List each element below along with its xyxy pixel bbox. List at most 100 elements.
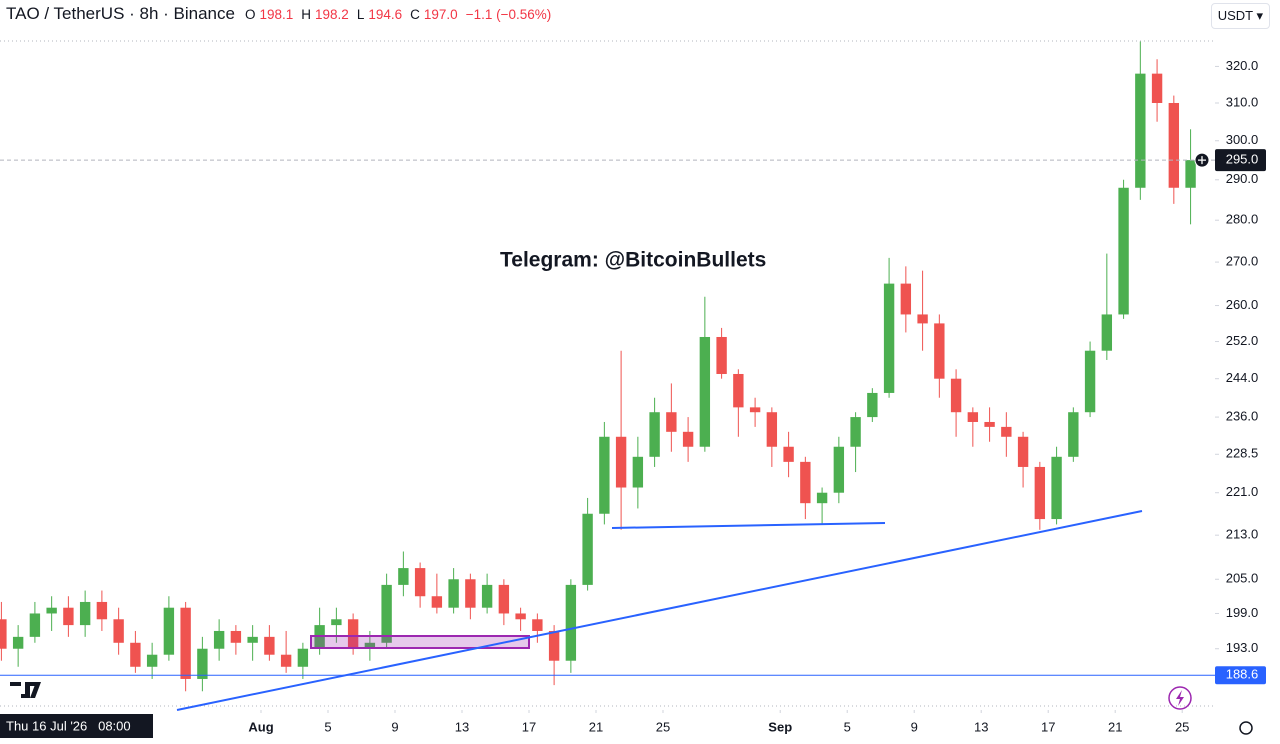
x-tick-label: 5 <box>844 719 851 734</box>
candle-body <box>682 431 694 447</box>
y-tick-label: 193.0 <box>1226 640 1259 655</box>
ohlc-label: H <box>301 7 312 22</box>
ohlc-value: 198.1 <box>259 7 294 22</box>
ohlc-value: 197.0 <box>423 7 458 22</box>
candle-body <box>783 446 794 462</box>
candle-body <box>1151 73 1163 103</box>
x-tick-label: Aug <box>248 719 273 734</box>
support-line <box>611 522 886 529</box>
candle-body <box>532 619 543 631</box>
y-tick-label: 221.0 <box>1226 484 1259 499</box>
x-tick-label: 9 <box>391 719 398 734</box>
x-tick-label: 25 <box>1175 719 1189 734</box>
candle-body <box>63 607 74 626</box>
candle-body <box>1051 456 1062 520</box>
candle-body <box>448 579 459 608</box>
candle-body <box>197 648 208 679</box>
y-tick-label: 244.0 <box>1226 370 1259 385</box>
candle-body <box>381 584 392 643</box>
candle-body <box>749 407 761 413</box>
candle-body <box>515 613 526 620</box>
candle-body <box>816 492 828 504</box>
candle-body <box>163 607 175 655</box>
last-price-box <box>1215 149 1266 172</box>
candle-body <box>950 378 962 413</box>
candle-body <box>29 613 41 637</box>
x-tick-label: 17 <box>1041 719 1055 734</box>
x-tick-label: 21 <box>589 719 603 734</box>
y-tick-label: 260.0 <box>1226 297 1259 312</box>
candle-body <box>46 607 57 614</box>
candle-body <box>481 584 493 608</box>
candle-body <box>1118 187 1129 315</box>
candle-body <box>230 630 242 643</box>
candle-body <box>1135 73 1146 188</box>
ohlc-label: L <box>356 7 365 22</box>
candle-body <box>800 461 811 504</box>
ohlc-value: 194.6 <box>368 7 403 22</box>
alert-icon[interactable] <box>1168 686 1192 710</box>
add-plus <box>1198 156 1206 165</box>
candle-body <box>398 568 409 585</box>
symbol: TAO / TetherUS · 8h · Binance <box>6 4 235 23</box>
candle-body <box>766 412 778 447</box>
candle-body <box>733 373 744 408</box>
x-tick-label: 9 <box>911 719 918 734</box>
candle-body <box>900 283 912 315</box>
candle-body <box>12 636 24 649</box>
candle-body <box>599 436 610 514</box>
header: TAO / TetherUS · 8h · Binance O 198.1 H 19… <box>6 4 555 24</box>
y-tick-label: 213.0 <box>1226 527 1259 542</box>
candle-body <box>113 619 124 643</box>
candle-body <box>347 619 359 649</box>
candle-body <box>213 630 225 649</box>
x-tick-label: 13 <box>455 719 469 734</box>
x-tick-label: 21 <box>1108 719 1122 734</box>
y-tick-label: 280.0 <box>1226 212 1259 227</box>
candle-body <box>615 436 627 488</box>
candle-body <box>1084 350 1096 413</box>
x-tick-label: 5 <box>324 719 331 734</box>
candle-body <box>414 568 426 597</box>
candle-body <box>1101 314 1113 351</box>
range-box <box>310 635 530 649</box>
candle-body <box>146 654 158 667</box>
currency-button[interactable]: USDT ▾ <box>1210 3 1270 29</box>
candle-body <box>96 601 108 620</box>
annotation: Telegram: @BitcoinBullets <box>500 249 766 272</box>
ohlc-label: O <box>244 7 256 22</box>
crosshair-box <box>0 714 153 738</box>
ohlc-value: 198.2 <box>315 7 349 22</box>
price-line-label: 188.6 <box>1226 667 1259 682</box>
candle-body <box>883 283 895 393</box>
candle-body <box>649 412 660 457</box>
candles <box>0 41 1196 692</box>
candle-body <box>79 601 91 626</box>
candle-body <box>632 456 644 488</box>
x-tick-label: 13 <box>974 719 988 734</box>
candle-body <box>984 421 995 427</box>
candle-body <box>465 579 476 608</box>
candle-body <box>1001 426 1012 437</box>
x-tick-label: 17 <box>522 719 536 734</box>
y-tick-label: 310.0 <box>1226 94 1259 109</box>
logo <box>10 682 41 698</box>
candle-body <box>917 314 928 324</box>
currency: USDT <box>1217 8 1253 23</box>
x-tick-label: 25 <box>656 719 670 734</box>
candle-body <box>280 654 292 667</box>
candle-body <box>130 642 141 667</box>
crosshair-time: Thu 16 Jul '26 08:00 <box>6 718 131 733</box>
candle-body <box>1034 466 1046 520</box>
y-tick-label: 228.5 <box>1226 446 1259 461</box>
price-line-box <box>1215 666 1266 685</box>
candle-body <box>967 412 979 422</box>
candle-body <box>180 607 191 679</box>
y-tick-label: 199.0 <box>1226 605 1259 620</box>
trend-line <box>176 510 1143 711</box>
candle-body <box>364 642 376 649</box>
candle-body <box>716 336 727 374</box>
settings-icon[interactable] <box>1239 721 1253 735</box>
